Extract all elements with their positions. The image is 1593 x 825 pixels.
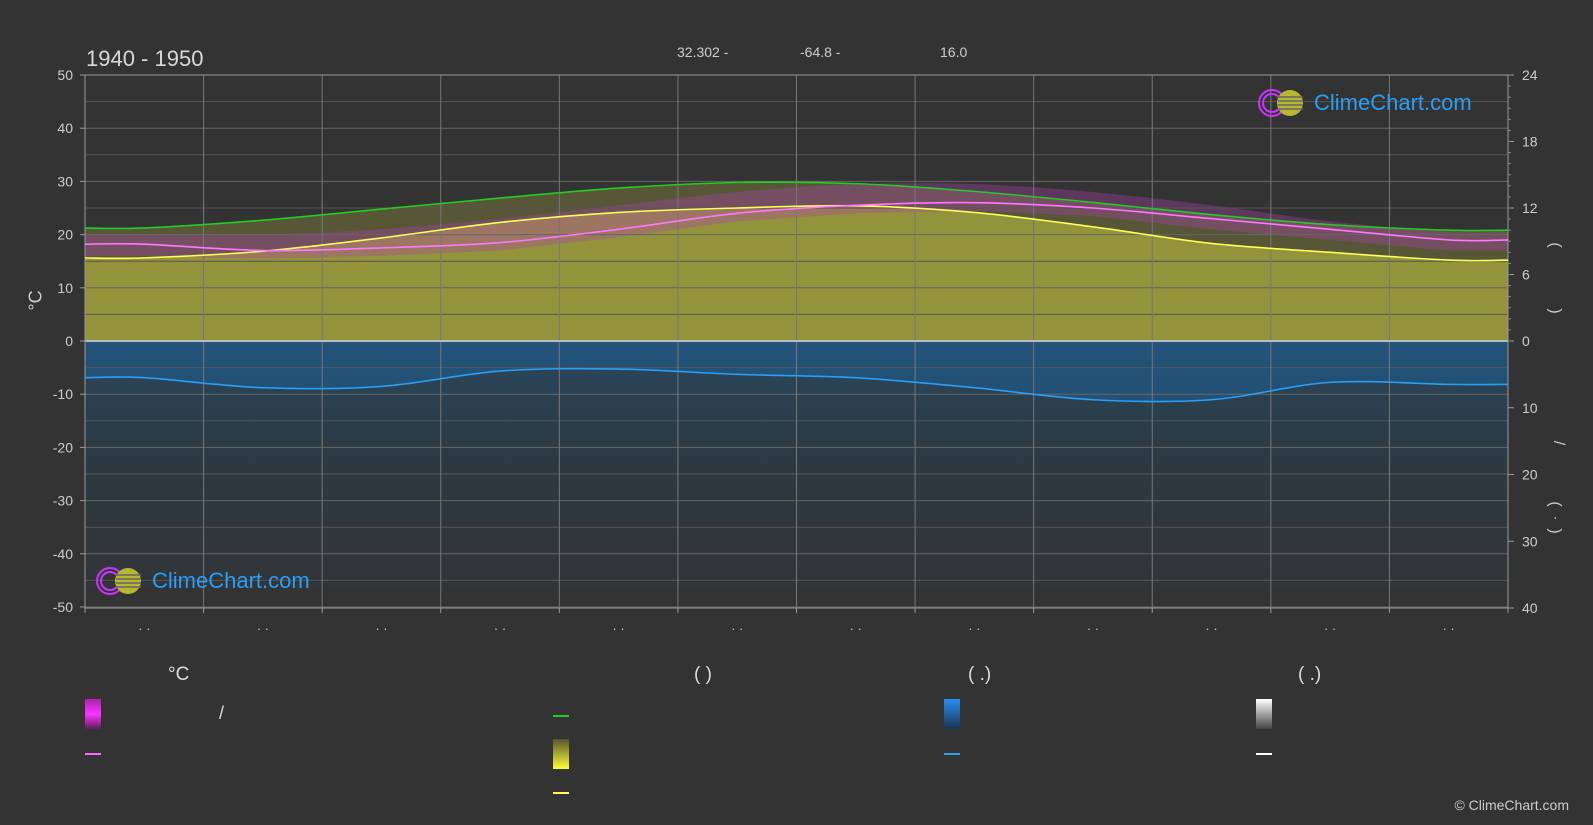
left-tick-label: -50 (53, 599, 73, 615)
precip-line (84, 367, 1509, 403)
left-tick-label: 10 (57, 280, 73, 296)
right-axis-label-open: ( (1546, 242, 1564, 248)
right-tick-label-hours: 6 (1522, 267, 1530, 283)
legend-rain-swatch (944, 699, 960, 729)
grid (84, 74, 1509, 609)
left-tick-label: 50 (57, 67, 73, 83)
right-tick-label-hours: 24 (1522, 67, 1538, 83)
month-label: · · (850, 621, 862, 636)
left-tick-label: 20 (57, 227, 73, 243)
month-label: · · (1443, 621, 1455, 636)
legend-rain-heading: ( .) (968, 664, 992, 685)
right-tick-label-mm: 30 (1522, 533, 1538, 549)
month-label: · · (1205, 621, 1217, 636)
left-axis-label: °C (25, 290, 46, 311)
legend-daylight-line (553, 715, 569, 717)
right-tick-label-mm: 20 (1522, 467, 1538, 483)
elevation-label: 16.0 (940, 44, 968, 60)
left-tick-label: -40 (53, 546, 73, 562)
left-tick-label: -20 (53, 439, 73, 455)
copyright: © ClimeChart.com (1454, 797, 1569, 813)
legend-sunshine-line (553, 792, 569, 794)
logo-icon (96, 567, 141, 595)
legend-rain-line (944, 753, 960, 755)
right-axis-label-open-2: ( (1546, 501, 1564, 507)
right-axis-label-close: ) (1546, 308, 1564, 314)
chart-title: 1940 - 1950 (86, 46, 204, 71)
month-label: · · (968, 621, 980, 636)
right-tick-label-mm: 40 (1522, 600, 1538, 616)
month-label: · · (1324, 621, 1336, 636)
sunshine-line (84, 204, 1509, 262)
right-tick-label-mm: 10 (1522, 400, 1538, 416)
left-tick-label: 0 (65, 333, 73, 349)
left-tick-label: -30 (53, 493, 73, 509)
latitude-label: 32.302 - (677, 44, 729, 60)
logo-text: ClimeChart.com (152, 568, 310, 593)
legend-sunshine-swatch (553, 739, 569, 769)
logo-icon (1258, 89, 1303, 117)
right-axis-label-close-2: ) (1546, 528, 1564, 534)
month-label: · · (138, 621, 150, 636)
logo-text: ClimeChart.com (1314, 90, 1472, 115)
legend-snow-swatch (1256, 699, 1272, 729)
temp_mean-line (84, 201, 1509, 252)
logo-bottom[interactable]: ClimeChart.com (96, 566, 310, 596)
legend-snow-line (1256, 753, 1272, 755)
month-label: · · (257, 621, 269, 636)
right-tick-label-hours: 0 (1522, 333, 1530, 349)
month-label: · · (494, 621, 506, 636)
left-tick-label: 30 (57, 173, 73, 189)
legend-sunshine-heading: ( ) (694, 664, 712, 685)
left-tick-label: -10 (53, 386, 73, 402)
longitude-label: -64.8 - (800, 44, 841, 60)
right-tick-label-hours: 18 (1522, 134, 1538, 150)
legend-temp-range-swatch (85, 699, 101, 729)
month-label: · · (612, 621, 624, 636)
legend-temp-mean-line (85, 753, 101, 755)
right-axis-label-slash: / (1550, 440, 1568, 446)
legend-temperature-heading: °C (168, 664, 190, 685)
month-label: · · (375, 621, 387, 636)
legend-snow-heading: ( .) (1298, 664, 1322, 685)
legend-temp-range-slash: / (219, 703, 225, 723)
axis-ticks: 50 40 30 20 10 0 -10 -20 -30 -40 -50 24 18 12 6 0 10 20 30… (53, 67, 1538, 636)
series-lines (84, 181, 1509, 403)
right-tick-label-hours: 12 (1522, 200, 1538, 216)
left-tick-label: 40 (57, 120, 73, 136)
logo-top[interactable]: ClimeChart.com (1258, 88, 1472, 118)
right-axis-label-dot: · (1548, 515, 1565, 521)
month-label: · · (731, 621, 743, 636)
daylight-line (84, 181, 1509, 232)
month-label: · · (1087, 621, 1099, 636)
